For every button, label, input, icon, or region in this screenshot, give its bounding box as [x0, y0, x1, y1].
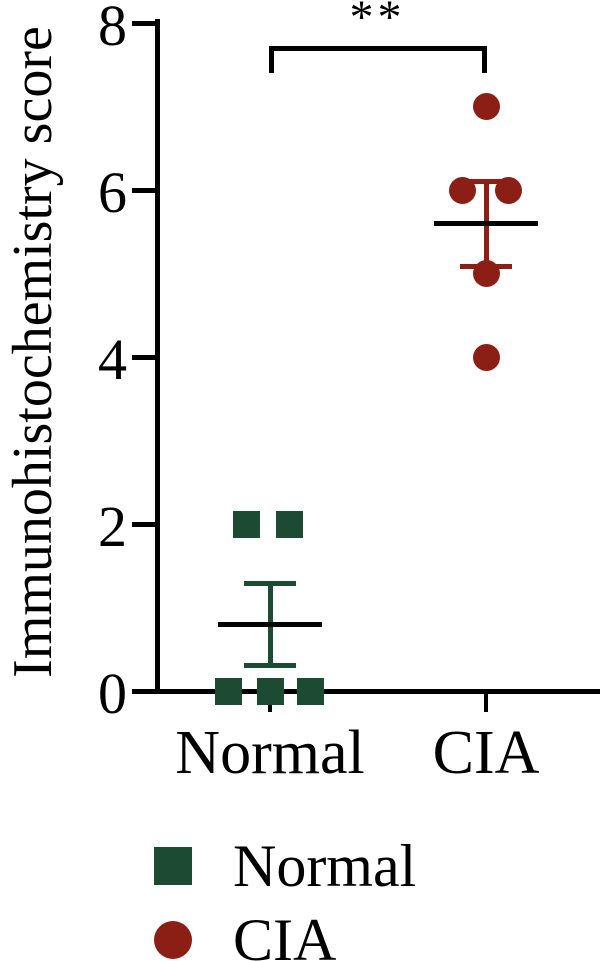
legend-label: CIA — [233, 907, 337, 961]
y-tick-label: 4 — [98, 327, 127, 392]
error-bar-cap-bottom — [244, 663, 296, 668]
y-tick — [132, 355, 155, 360]
data-point-cia-circle — [495, 177, 522, 204]
x-axis-line — [133, 689, 600, 694]
y-tick-label: 8 — [98, 0, 127, 58]
data-point-normal-square — [215, 678, 242, 705]
x-category-label: CIA — [432, 719, 540, 787]
data-point-normal-square — [297, 678, 324, 705]
data-point-cia-circle — [473, 260, 500, 287]
mean-line — [218, 622, 322, 627]
y-tick — [132, 188, 155, 193]
data-point-normal-square — [276, 511, 303, 538]
data-point-cia-circle — [473, 344, 500, 371]
y-tick — [132, 522, 155, 527]
legend-item-normal: Normal — [154, 836, 416, 896]
y-tick — [132, 21, 155, 26]
significance-bracket-left-leg — [269, 46, 274, 73]
legend-circle-icon — [154, 921, 192, 959]
y-axis-line — [155, 19, 160, 694]
data-point-normal-square — [233, 511, 260, 538]
significance-bracket-right-leg — [482, 46, 487, 73]
y-tick — [132, 689, 155, 694]
legend-square-icon — [154, 847, 192, 885]
error-bar-cap-top — [244, 581, 296, 586]
legend-item-cia: CIA — [154, 910, 416, 961]
x-tick — [484, 694, 488, 712]
y-tick-label: 6 — [98, 160, 127, 225]
legend: Normal CIA — [154, 836, 416, 961]
significance-bracket-bar — [269, 46, 487, 51]
data-point-normal-square — [257, 678, 284, 705]
error-bar-cap-top — [460, 179, 512, 184]
data-point-cia-circle — [449, 177, 476, 204]
x-category-label: Normal — [175, 719, 365, 787]
legend-label: Normal — [233, 833, 417, 899]
significance-label: ** — [349, 0, 406, 44]
y-tick-label: 2 — [98, 494, 127, 559]
y-tick-label: 0 — [98, 661, 127, 726]
data-point-cia-circle — [473, 93, 500, 120]
mean-line — [434, 221, 538, 226]
